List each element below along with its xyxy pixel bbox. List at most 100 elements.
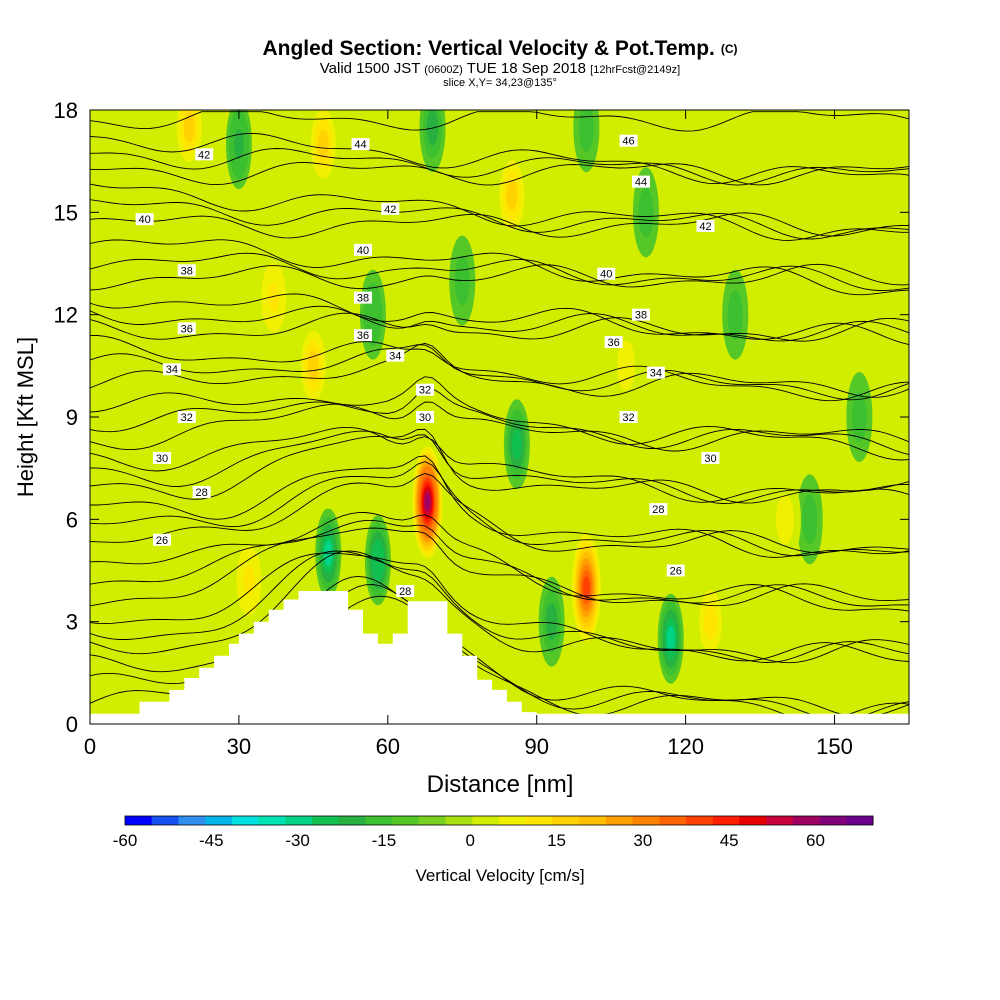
- y-tick-label: 12: [54, 303, 78, 328]
- svg-text:38: 38: [357, 293, 369, 305]
- isentrope-line: [90, 428, 909, 504]
- colorbar-tick-label: -45: [199, 831, 224, 850]
- valid-prefix: Valid 1500 JST: [319, 60, 421, 77]
- isentrope-line: [90, 519, 909, 607]
- colorbar: -60 -45 -30 -15 0 15 30 45 60: [113, 815, 874, 850]
- downdraft-cell: [632, 167, 659, 258]
- velocity-contour-fill: [183, 112, 195, 143]
- downdraft-cell: [573, 110, 600, 173]
- svg-text:34: 34: [389, 351, 401, 363]
- isentrope-label: 26: [666, 564, 685, 578]
- downdraft-cell: [538, 576, 565, 667]
- valid-time-line: Valid 1500 JST (0600Z) TUE 18 Sep 2018 […: [0, 60, 1000, 79]
- x-tick-label: 30: [227, 734, 251, 759]
- isentrope-label: 44: [631, 175, 650, 189]
- velocity-contour-fill: [317, 129, 329, 160]
- svg-text:30: 30: [704, 453, 716, 465]
- colorbar-tick-label: 30: [633, 831, 652, 850]
- updraft-cell: [694, 576, 727, 667]
- isentrope-line: [90, 239, 909, 296]
- x-tick-label: 150: [816, 734, 853, 759]
- isentrope-line: [90, 212, 909, 239]
- updraft-cell: [257, 252, 290, 343]
- isentrope-line: [90, 263, 909, 291]
- isentrope-label: 30: [701, 451, 720, 465]
- isentrope-label: 46: [619, 134, 638, 148]
- svg-text:40: 40: [600, 269, 612, 281]
- x-tick-label: 0: [84, 734, 96, 759]
- isentrope-line: [90, 426, 909, 503]
- isentrope-line: [90, 252, 909, 291]
- svg-text:26: 26: [156, 535, 168, 547]
- velocity-contour-fill: [703, 603, 718, 641]
- isentrope-label: 40: [354, 243, 372, 257]
- svg-text:34: 34: [166, 364, 178, 376]
- terrain-mask: [90, 591, 909, 724]
- isentrope-label: 42: [381, 202, 400, 216]
- svg-text:42: 42: [384, 204, 396, 216]
- isentrope-line: [90, 512, 909, 612]
- isentrope-line: [90, 430, 909, 504]
- isentrope-label: 36: [604, 335, 623, 349]
- velocity-contour-fill: [424, 493, 431, 512]
- isentrope-line: [90, 552, 909, 662]
- chart-title: Angled Section: Vertical Velocity & Pot.…: [0, 37, 1000, 61]
- svg-text:32: 32: [622, 412, 634, 424]
- colorbar-swatch: [125, 816, 153, 825]
- colorbar-swatch: [579, 816, 607, 825]
- y-tick-label: 18: [54, 98, 78, 123]
- chart-title-unit: (C): [720, 42, 738, 56]
- svg-text:36: 36: [181, 323, 193, 335]
- valid-zulu: (0600Z): [424, 64, 463, 76]
- svg-text:36: 36: [608, 337, 620, 349]
- isentrope-line: [90, 183, 909, 241]
- svg-text:38: 38: [635, 310, 647, 322]
- y-tick-label: 0: [66, 712, 78, 737]
- isentrope-label: 30: [152, 451, 171, 465]
- colorbar-tick-label: 60: [806, 831, 825, 850]
- svg-text:46: 46: [622, 136, 634, 148]
- colorbar-swatch: [525, 816, 553, 825]
- chart-title-text: Angled Section: Vertical Velocity & Pot.…: [262, 37, 715, 60]
- valid-date: TUE 18 Sep 2018: [466, 60, 586, 77]
- isentrope-label: 34: [646, 366, 665, 380]
- isentrope-label: 32: [619, 411, 638, 424]
- downdraft-cell: [419, 110, 446, 173]
- colorbar-tick-label: -30: [285, 831, 310, 850]
- colorbar-swatch: [151, 816, 179, 825]
- velocity-contour-fill: [582, 576, 590, 599]
- isentrope-line: [90, 376, 909, 461]
- colorbar-tick-label: -60: [113, 831, 138, 850]
- x-tick-label: 60: [376, 734, 400, 759]
- isentrope-label: 40: [597, 267, 616, 281]
- isentrope-line: [90, 401, 909, 452]
- isentrope-label: 42: [195, 148, 214, 161]
- colorbar-label: Vertical Velocity [cm/s]: [415, 866, 584, 885]
- y-tick-label: 3: [66, 610, 78, 635]
- isentrope-label: 28: [649, 503, 668, 516]
- svg-text:44: 44: [354, 139, 366, 151]
- isentrope-label: 36: [177, 322, 196, 335]
- isentrope-label: 32: [416, 383, 435, 397]
- velocity-contour-fill: [373, 547, 383, 574]
- isentrope-label: 44: [351, 138, 370, 151]
- x-tick-label: 90: [524, 734, 548, 759]
- downdraft-cell: [364, 515, 391, 606]
- colorbar-swatch: [231, 816, 260, 825]
- velocity-contour-fill: [775, 494, 794, 545]
- svg-text:28: 28: [196, 487, 208, 499]
- colorbar-swatch: [739, 816, 767, 825]
- updraft-cell: [495, 150, 528, 241]
- isentrope-line: [90, 527, 909, 607]
- isentrope-line: [90, 111, 909, 132]
- y-tick-label: 9: [66, 405, 78, 430]
- colorbar-swatch: [819, 816, 847, 825]
- isentrope-line: [90, 344, 909, 401]
- isentrope-line: [90, 132, 909, 185]
- colorbar-swatch: [605, 816, 634, 825]
- isentrope-line: [90, 335, 909, 402]
- isentrope-line: [90, 148, 909, 186]
- updraft-cell: [411, 442, 444, 563]
- svg-text:28: 28: [652, 504, 664, 516]
